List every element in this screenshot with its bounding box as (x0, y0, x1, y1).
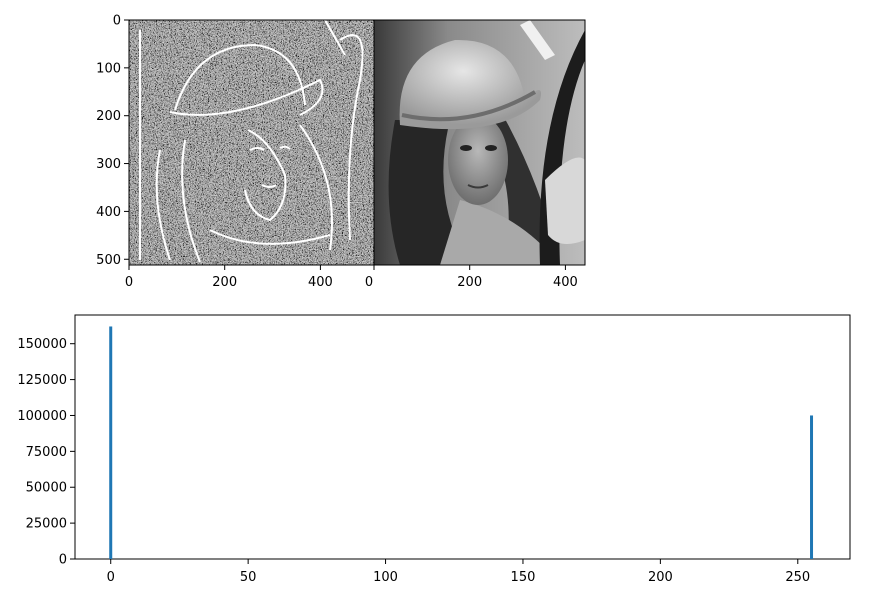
histogram-chart: 0 50 100 150 200 250 0 25000 50000 75000 100000 12… (17, 314, 851, 585)
histogram-x-tick-label: 50 (240, 570, 257, 585)
image1-x-tick-label: 200 (212, 275, 237, 290)
histogram-y-tick-label: 100000 (17, 409, 67, 424)
photo-mouth (467, 184, 489, 189)
histogram-x-tick-label: 250 (785, 570, 810, 585)
histogram-bar (109, 326, 113, 559)
image2-x-tick-label: 400 (553, 275, 578, 290)
photo-eye-right (485, 145, 497, 151)
histogram-y-tick-label: 125000 (17, 373, 67, 388)
photo-shoulder (440, 200, 560, 265)
image1-x-tick-label: 400 (308, 275, 333, 290)
edge-image-noise (129, 20, 374, 265)
image1-y-tick-label: 0 (113, 14, 121, 29)
image1-y-axis: 0 100 200 300 400 500 (96, 14, 129, 268)
grayscale-portrait-image (374, 20, 585, 265)
photo-eye-left (460, 145, 472, 151)
histogram-y-tick-label: 0 (59, 553, 67, 568)
image1-x-tick-label: 0 (125, 275, 133, 290)
histogram-x-axis: 0 50 100 150 200 250 (107, 559, 810, 585)
image2-x-tick-label: 200 (457, 275, 482, 290)
histogram-frame (74, 314, 851, 560)
histogram-x-tick-label: 100 (373, 570, 398, 585)
image1-y-tick-label: 400 (96, 205, 121, 220)
histogram-x-tick-label: 0 (107, 570, 115, 585)
histogram-y-tick-label: 50000 (26, 481, 67, 496)
edge-image-outlines (139, 20, 364, 263)
histogram-x-tick-label: 150 (511, 570, 536, 585)
image1-y-tick-label: 200 (96, 109, 121, 124)
image2-x-axis: 0 200 400 (365, 265, 578, 290)
photo-hat-band (401, 90, 537, 122)
histogram-y-axis: 0 25000 50000 75000 100000 125000 150000 (17, 337, 75, 568)
photo-hair (388, 120, 470, 265)
histogram-x-tick-label: 200 (648, 570, 673, 585)
histogram-bars (109, 326, 814, 559)
photo-mirror-edge (520, 20, 555, 60)
photo-face (448, 115, 508, 205)
histogram-bar (810, 415, 814, 559)
image2-frame (373, 19, 586, 266)
image1-y-tick-label: 300 (96, 157, 121, 172)
image1-x-axis: 0 200 400 (125, 265, 333, 290)
histogram-y-tick-label: 150000 (17, 337, 67, 352)
histogram-y-tick-label: 75000 (26, 445, 67, 460)
image2-x-tick-label: 0 (365, 275, 373, 290)
image1-y-tick-label: 100 (96, 61, 121, 76)
photo-feather (545, 157, 585, 244)
histogram-y-tick-label: 25000 (26, 517, 67, 532)
edge-filtered-portrait-image (129, 20, 374, 265)
image1-y-tick-label: 500 (96, 253, 121, 268)
